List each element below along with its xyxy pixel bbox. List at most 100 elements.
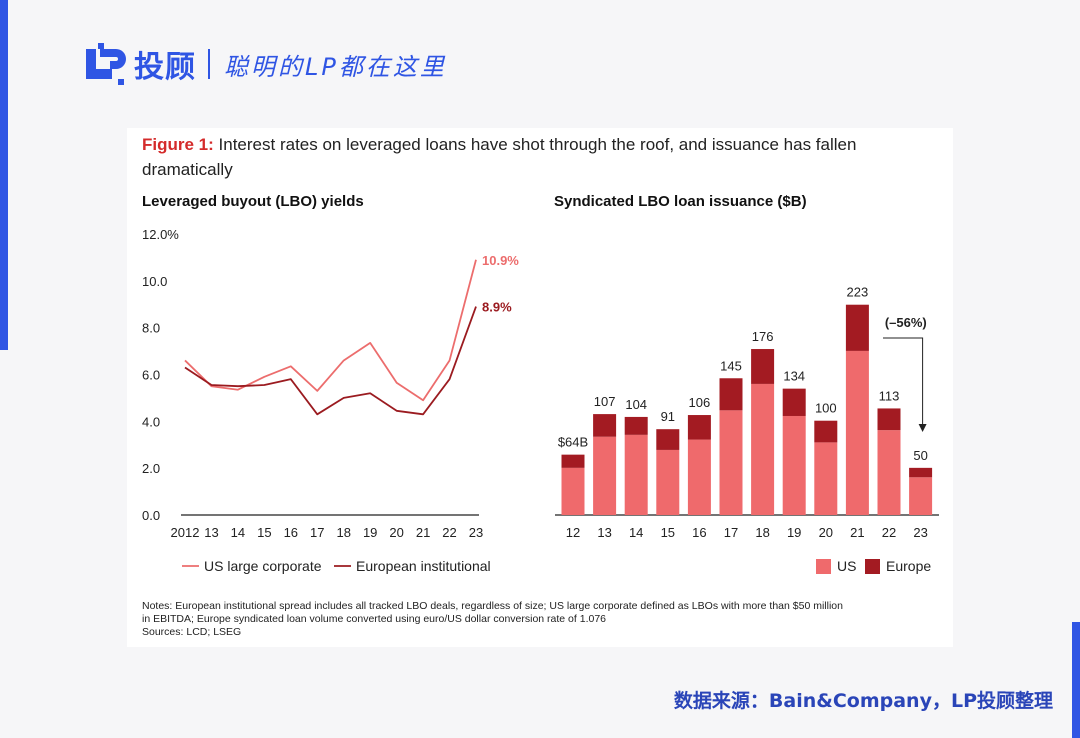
x-tick-label: 20 [819,525,833,540]
bar-total-label: 91 [661,409,675,424]
figure-label: Figure 1: [142,135,214,154]
bar-europe-17 [719,378,743,411]
bar-europe-14 [624,416,648,435]
figure-title-block: Figure 1: Interest rates on leveraged lo… [142,132,882,182]
bar-us-16 [687,439,711,515]
x-tick-label: 19 [787,525,801,540]
bar-europe-18 [751,349,775,384]
bar-us-20 [814,442,838,515]
bar-europe-23 [909,467,933,478]
series-line-us-large-corporate [184,259,477,402]
bar-us-22 [877,430,901,515]
bar-total-label: 106 [689,395,711,410]
bar-total-label: 113 [879,388,900,403]
bar-us-19 [782,415,806,515]
bar-europe-16 [687,415,711,440]
bar-europe-21 [845,304,869,351]
y-tick-label: 4.0 [142,414,160,429]
notes-sources: Sources: LCD; LSEG [142,626,242,638]
bar-total-label: 107 [594,394,616,409]
bar-total-label: 100 [815,401,837,416]
legend-label-europe: Europe [886,558,931,574]
brand-slogan: 聪明的LP都在这里 [224,52,447,81]
x-tick-label: 16 [692,525,706,540]
x-tick-label: 14 [231,525,245,540]
series-line-european-institutional [184,306,477,416]
brand-header: 投顾 聪明的LP都在这里 [84,40,447,88]
y-tick-label: 2.0 [142,461,160,476]
bar-us-12 [561,467,585,515]
series-end-label: 10.9% [482,253,519,268]
brand-name: 投顾 [134,50,196,85]
x-tick-label: 22 [442,525,456,540]
x-tick-label: 14 [629,525,643,540]
bar-us-21 [845,350,869,515]
bar-us-15 [656,449,680,515]
legend-swatch-europe [865,559,880,574]
decline-bracket [883,337,924,424]
right-accent-bar [1072,622,1080,738]
figure-card: Figure 1: Interest rates on leveraged lo… [127,128,953,647]
y-tick-label: 8.0 [142,321,160,336]
bar-europe-19 [782,388,806,416]
left-accent-bar [0,0,8,350]
bar-total-label: $64B [558,435,588,450]
x-tick-label: 23 [913,525,927,540]
bar-europe-15 [656,429,680,450]
x-tick-label: 23 [469,525,483,540]
notes-line-2: in EBITDA; Europe syndicated loan volume… [142,613,607,625]
bar-chart-title: Syndicated LBO loan issuance ($B) [554,193,807,210]
legend-label-europe: European institutional [356,558,491,574]
bar-chart: $64B 12 107 13 104 14 91 15 106 16 145 17 176 18 134 19… [555,285,939,574]
legend-label-us: US [837,558,856,574]
bar-total-label: 223 [847,285,869,300]
chart-notes: Notes: European institutional spread inc… [142,600,942,639]
bar-total-label: 176 [752,329,774,344]
legend-label-us: US large corporate [204,558,322,574]
bar-us-17 [719,410,743,515]
bar-europe-12 [561,454,585,468]
decline-arrow-icon [918,424,927,432]
line-chart: 0.0 2.0 4.0 6.0 8.0 10.0 12.0% 2012 13 14 15 16 17 18… [142,227,519,574]
legend-swatch-us [816,559,831,574]
bar-us-14 [624,434,648,515]
bar-total-label: 134 [783,369,805,384]
x-tick-label: 17 [724,525,738,540]
x-tick-label: 18 [336,525,350,540]
bar-europe-13 [593,414,617,437]
bar-total-label: 104 [625,397,647,412]
line-chart-title: Leveraged buyout (LBO) yields [142,193,364,210]
x-tick-label: 19 [363,525,377,540]
x-tick-label: 13 [204,525,218,540]
bar-europe-20 [814,420,838,443]
notes-line-1: Notes: European institutional spread inc… [142,600,843,612]
bar-us-13 [593,436,617,515]
y-tick-label: 12.0% [142,227,179,242]
bar-europe-22 [877,408,901,431]
y-tick-label: 10.0 [142,274,167,289]
y-tick-label: 6.0 [142,368,160,383]
series-end-label: 8.9% [482,300,512,315]
footer-source: 数据来源：Bain&Company，LP投顾整理 [673,690,1053,712]
bar-total-label: 145 [720,358,742,373]
x-tick-label: 13 [597,525,611,540]
x-tick-label: 12 [566,525,580,540]
bar-total-label: 50 [913,448,927,463]
decline-annotation: (–56%) [885,315,927,330]
x-tick-label: 22 [882,525,896,540]
x-tick-label: 17 [310,525,324,540]
figure-title: Interest rates on leveraged loans have s… [142,135,857,179]
bar-us-23 [909,477,933,515]
x-tick-label: 21 [850,525,864,540]
x-tick-label: 15 [661,525,675,540]
brand-logo-icon [86,43,126,85]
x-tick-label: 21 [416,525,430,540]
x-tick-label: 16 [284,525,298,540]
y-tick-label: 0.0 [142,508,160,523]
brand-separator [208,49,210,79]
x-tick-label: 15 [257,525,271,540]
x-tick-label: 18 [755,525,769,540]
x-tick-label: 2012 [171,525,200,540]
bar-us-18 [751,383,775,515]
x-tick-label: 20 [389,525,403,540]
